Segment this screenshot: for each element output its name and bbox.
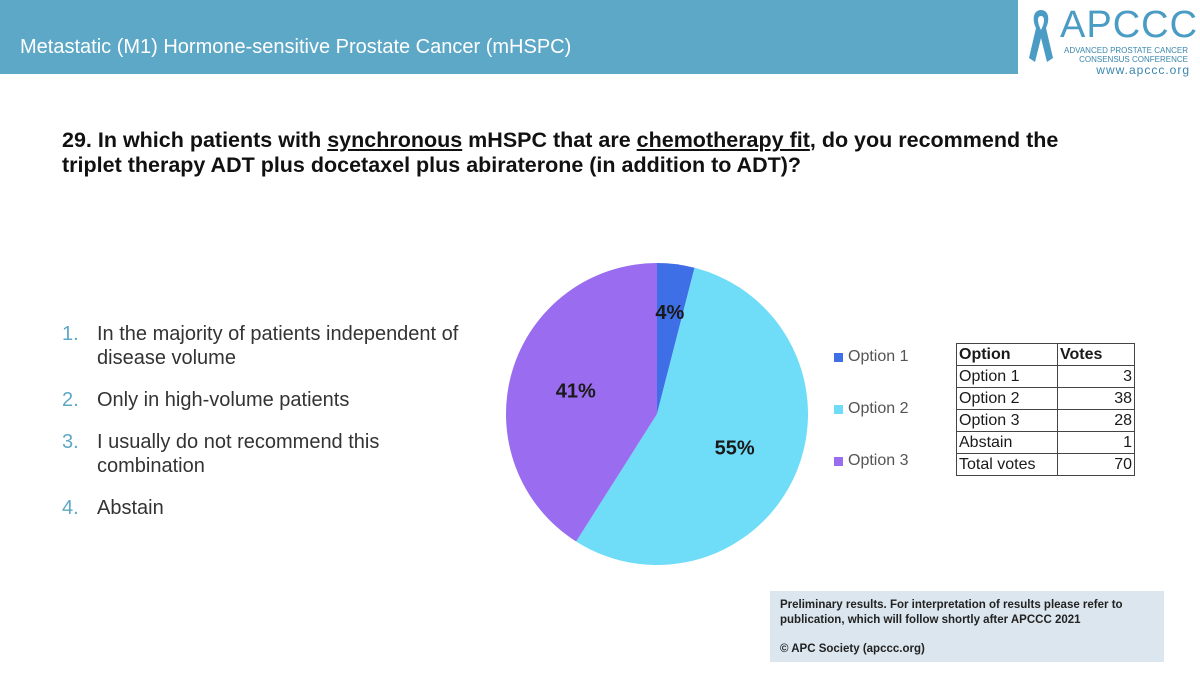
question-part-1: 29. In which patients with	[62, 128, 328, 152]
table-row: Option 1 3	[956, 365, 1135, 388]
legend-swatch-option-2	[834, 405, 843, 414]
table-cell-votes: 28	[1057, 409, 1135, 432]
table-cell-option: Total votes	[956, 453, 1058, 476]
question-part-3: , do you recommend the triplet therapy A…	[62, 128, 1059, 177]
answer-option: 2. Only in high-volume patients	[62, 388, 462, 412]
copyright-text: © APC Society (apccc.org)	[780, 643, 925, 655]
table-cell-votes: 38	[1057, 387, 1135, 410]
question-underlined-2: chemotherapy fit	[636, 128, 810, 152]
logo-tagline-2: CONSENSUS CONFERENCE	[1079, 55, 1188, 64]
option-number: 3.	[62, 431, 79, 453]
disclaimer-text: Preliminary results. For interpretation …	[780, 599, 1123, 626]
table-row: Total votes 70	[956, 453, 1135, 476]
option-text: Only in high-volume patients	[97, 389, 350, 411]
table-cell-votes: 3	[1057, 365, 1135, 388]
option-number: 1.	[62, 323, 79, 345]
logo-wordmark: APCCC	[1060, 4, 1199, 46]
option-number: 4.	[62, 497, 79, 519]
answer-option: 4. Abstain	[62, 496, 462, 520]
option-text: In the majority of patients independent …	[97, 323, 459, 369]
table-cell-option: Option 3	[956, 409, 1058, 432]
table-cell-votes: 70	[1057, 453, 1135, 476]
legend-swatch-option-1	[834, 353, 843, 362]
answer-option: 1. In the majority of patients independen…	[62, 322, 462, 370]
apccc-logo: APCCC ADVANCED PROSTATE CANCER CONSENSUS…	[1024, 4, 1199, 78]
column-header-votes: Votes	[1057, 343, 1135, 366]
section-title: Metastatic (M1) Hormone-sensitive Prosta…	[20, 36, 572, 58]
table-row: Option 3 28	[956, 409, 1135, 432]
logo-url: www.apccc.org	[1096, 63, 1190, 77]
table-header-row: Option Votes	[956, 343, 1135, 366]
table-row: Option 2 38	[956, 387, 1135, 410]
pie-slice-option-3	[505, 263, 657, 542]
legend-label: Option 1	[848, 348, 909, 365]
option-text: I usually do not recommend this combinat…	[97, 431, 380, 477]
votes-table: Option Votes Option 1 3 Option 2 38 Opti…	[956, 343, 1135, 476]
header-bar: Metastatic (M1) Hormone-sensitive Prosta…	[0, 0, 1018, 74]
column-header-option: Option	[956, 343, 1058, 366]
question-part-2: mHSPC that are	[462, 128, 637, 152]
table-row: Abstain 1	[956, 431, 1135, 454]
question-underlined-1: synchronous	[327, 128, 463, 152]
legend-label: Option 3	[848, 452, 909, 469]
table-cell-option: Option 1	[956, 365, 1058, 388]
pie-slice-option-2	[576, 267, 809, 566]
pie-slice-option-1	[657, 263, 695, 414]
pie-data-label: 41%	[556, 380, 596, 402]
table-cell-option: Abstain	[956, 431, 1058, 454]
pie-data-label: 55%	[715, 438, 755, 460]
table-cell-votes: 1	[1057, 431, 1135, 454]
option-text: Abstain	[97, 497, 164, 519]
answer-options-list: 1. In the majority of patients independen…	[62, 322, 462, 538]
pie-data-label: 4%	[655, 302, 684, 324]
answer-option: 3. I usually do not recommend this combin…	[62, 430, 462, 478]
option-number: 2.	[62, 389, 79, 411]
legend-label: Option 2	[848, 400, 909, 417]
awareness-ribbon-icon	[1029, 10, 1053, 62]
question-text: 29. In which patients with synchronous m…	[62, 128, 1102, 178]
legend-swatch-option-3	[834, 457, 843, 466]
table-cell-option: Option 2	[956, 387, 1058, 410]
disclaimer-box: Preliminary results. For interpretation …	[770, 591, 1164, 662]
logo-tagline-1: ADVANCED PROSTATE CANCER	[1063, 46, 1188, 55]
